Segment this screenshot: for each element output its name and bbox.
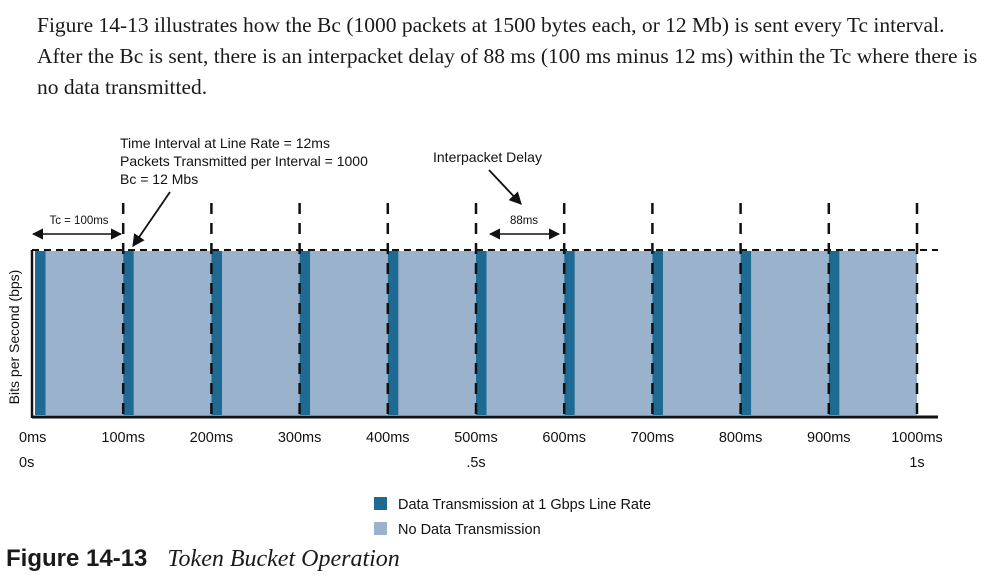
transmission-bar-8 <box>740 251 752 415</box>
legend-label-no-data: No Data Transmission <box>398 522 541 538</box>
interpacket-delay-label: Interpacket Delay <box>433 149 542 165</box>
figure-caption: Figure 14-13 Token Bucket Operation <box>6 542 400 576</box>
idle-bar-9 <box>839 251 917 415</box>
legend-swatch-no-data <box>374 522 387 535</box>
transmission-bar-6 <box>564 251 575 415</box>
idle-bar-4 <box>398 251 476 415</box>
transmission-bar-4 <box>387 251 399 415</box>
tick-label-4: 400ms <box>366 430 410 446</box>
y-axis-label: Bits per Second (bps) <box>6 270 22 405</box>
interpacket-delay-arrow <box>488 169 522 205</box>
idle-bar-1 <box>133 251 212 415</box>
sub-tick-label-1: .5s <box>466 455 485 471</box>
bars-group <box>35 251 917 415</box>
intro-paragraph: Figure 14-13 illustrates how the Bc (100… <box>37 13 978 99</box>
delay-measure-label: 88ms <box>510 215 538 227</box>
tick-label-7: 700ms <box>631 430 675 446</box>
sub-tick-label-0: 0s <box>19 455 34 471</box>
annotation-arrow <box>132 191 171 248</box>
tick-label-1: 100ms <box>101 430 145 446</box>
tick-label-8: 800ms <box>719 430 763 446</box>
idle-bar-2 <box>221 251 300 415</box>
tick-labels-group: 0ms 100ms 200ms 300ms 400ms 500ms 600ms 700ms 80… <box>19 430 943 471</box>
transmission-bar-5 <box>476 251 487 415</box>
tick-label-10: 1000ms <box>891 430 943 446</box>
tick-label-0: 0ms <box>19 430 46 446</box>
idle-bar-0 <box>45 251 124 415</box>
transmission-bar-3 <box>299 251 311 415</box>
tc-label: Tc = 100ms <box>49 215 108 227</box>
annotation-line-1: Time Interval at Line Rate = 12ms <box>120 135 330 151</box>
sub-tick-label-2: 1s <box>909 455 924 471</box>
transmission-bar-2 <box>211 251 222 415</box>
transmission-bar-0 <box>35 251 46 415</box>
legend-label-data-transmission: Data Transmission at 1 Gbps Line Rate <box>398 497 651 513</box>
transmission-bar-1 <box>123 251 134 415</box>
tick-label-5: 500ms <box>454 430 498 446</box>
idle-bar-6 <box>574 251 653 415</box>
annotation-line-3: Bc = 12 Mbs <box>120 171 198 187</box>
idle-bar-5 <box>486 251 565 415</box>
annotation-line-2: Packets Transmitted per Interval = 1000 <box>120 153 368 169</box>
transmission-bar-7 <box>652 251 663 415</box>
legend-swatch-data-transmission <box>374 497 387 510</box>
figure-number: Figure 14-13 <box>6 545 148 572</box>
tick-label-9: 900ms <box>807 430 851 446</box>
interval-dashes-group <box>121 203 919 415</box>
tick-label-3: 300ms <box>278 430 322 446</box>
idle-bar-7 <box>662 251 741 415</box>
idle-bar-3 <box>310 251 388 415</box>
idle-bar-8 <box>751 251 829 415</box>
transmission-bar-9 <box>828 251 840 415</box>
figure-title: Token Bucket Operation <box>167 546 400 572</box>
tick-label-6: 600ms <box>542 430 586 446</box>
tick-label-2: 200ms <box>190 430 234 446</box>
